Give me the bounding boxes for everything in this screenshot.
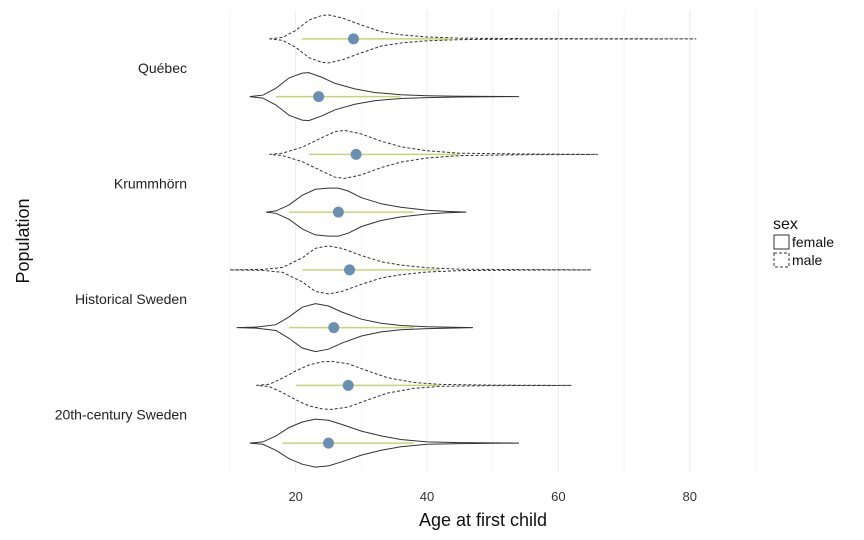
median-point (328, 322, 340, 334)
median-point (350, 148, 362, 160)
violin-20th-century-sweden-male (256, 360, 572, 410)
x-tick-label: 20 (288, 489, 302, 504)
legend-key-female (773, 234, 790, 250)
x-tick-label: 80 (683, 489, 697, 504)
violin-qu-bec-male (269, 14, 697, 64)
violin-20th-century-sweden-female (249, 418, 520, 468)
x-tick-label: 60 (551, 489, 565, 504)
violin-outline (269, 14, 697, 64)
violin-krummh-rn-male (269, 129, 598, 179)
x-tick-label: 40 (420, 489, 434, 504)
legend-label-female: female (792, 234, 834, 250)
median-point (344, 264, 356, 276)
category-label: 20th-century Sweden (55, 406, 187, 422)
legend-key-male (773, 252, 790, 268)
median-point (347, 33, 359, 45)
violin-qu-bec-female (249, 72, 520, 122)
median-point (313, 91, 325, 103)
x-tick-labels: 20 40 60 80 (288, 489, 697, 504)
y-category-labels: Québec Krummhörn Historical Sweden 20th-cen… (55, 60, 187, 423)
violins (229, 14, 697, 468)
x-axis-title: Age at first child (419, 510, 547, 530)
category-label: Historical Sweden (75, 291, 187, 307)
legend: sex female male (773, 216, 834, 268)
median-point (342, 379, 354, 391)
category-label: Krummhörn (114, 175, 187, 191)
violin-krummh-rn-female (266, 187, 467, 237)
y-axis-title: Population (13, 198, 33, 283)
violin-historical-sweden-male (229, 245, 592, 295)
median-point (323, 437, 335, 449)
category-label: Québec (138, 60, 187, 76)
legend-title: sex (773, 216, 798, 233)
median-point (332, 206, 344, 218)
violin-historical-sweden-female (236, 303, 474, 353)
legend-label-male: male (792, 252, 823, 268)
